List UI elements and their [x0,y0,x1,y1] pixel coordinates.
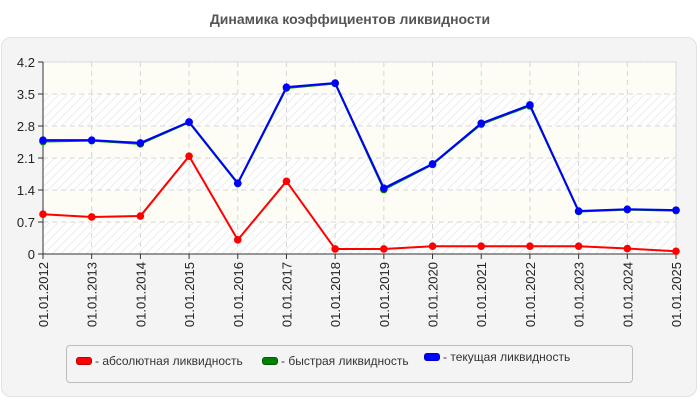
data-point[interactable] [185,118,193,126]
data-point[interactable] [574,207,583,215]
data-point[interactable] [87,213,96,221]
legend-label: - абсолютная ликвидность [95,354,243,368]
x-tick-label: 01.01.2019 [377,262,392,327]
x-tick-label: 01.01.2018 [328,262,343,327]
data-point[interactable] [39,136,47,144]
legend-item-quick-liquidity[interactable]: - быстрая ликвидность [262,354,409,368]
series-line [39,152,680,256]
x-tick-label: 01.01.2020 [426,262,441,327]
legend: - абсолютная ликвидность - быстрая ликви… [66,345,633,383]
data-series [39,79,680,256]
x-tick-label: 01.01.2017 [279,262,294,327]
data-point[interactable] [477,242,486,251]
legend-label: - быстрая ликвидность [281,354,409,368]
x-tick-label: 01.01.2025 [669,262,684,327]
y-tick-label: 0.7 [17,215,35,230]
legend-swatch-green [262,357,278,365]
data-point[interactable] [331,245,339,253]
y-tick-label: 2.1 [17,151,35,166]
data-point[interactable] [428,242,437,251]
legend-swatch-blue [424,353,440,361]
data-point[interactable] [136,212,145,220]
y-tick-label: 0 [28,247,35,262]
data-point[interactable] [87,136,96,144]
data-point[interactable] [574,242,583,251]
x-tick-label: 01.01.2024 [620,262,635,327]
x-tick-label: 01.01.2012 [36,262,51,327]
y-axis-ticks: 0 0.7 1.4 2.1 2.8 3.5 4.2 [17,55,43,262]
data-point[interactable] [623,244,632,253]
chart-title: Динамика коэффициентов ликвидности [209,11,491,27]
data-point[interactable] [39,210,47,219]
legend-swatch-red [76,357,92,365]
y-tick-label: 2.8 [17,119,35,134]
data-point[interactable] [526,242,534,251]
data-point[interactable] [233,179,242,187]
data-point[interactable] [623,205,632,213]
legend-item-absolute-liquidity[interactable]: - абсолютная ликвидность [76,354,243,368]
legend-item-current-liquidity[interactable]: - текущая ликвидность [424,350,570,364]
data-point[interactable] [672,206,680,214]
data-point[interactable] [185,152,193,160]
x-tick-label: 01.01.2013 [85,262,100,327]
data-point[interactable] [672,247,680,256]
x-tick-label: 01.01.2014 [133,262,148,327]
x-tick-label: 01.01.2016 [231,262,246,327]
legend-label: - текущая ликвидность [443,350,571,364]
data-point[interactable] [282,177,291,186]
data-point[interactable] [526,101,534,109]
x-tick-label: 01.01.2022 [523,262,538,327]
data-point[interactable] [331,79,339,87]
data-point[interactable] [380,184,388,192]
data-point[interactable] [428,160,437,168]
data-point[interactable] [282,83,291,91]
data-point[interactable] [477,119,486,128]
data-point[interactable] [136,139,145,147]
y-tick-label: 1.4 [17,183,35,198]
data-point[interactable] [233,236,242,244]
y-tick-label: 4.2 [17,55,35,70]
x-tick-label: 01.01.2015 [182,262,197,327]
series-line [39,79,680,215]
data-point[interactable] [380,245,388,253]
y-tick-label: 3.5 [17,87,35,102]
x-tick-label: 01.01.2023 [572,262,587,327]
gridlines [43,61,677,254]
x-axis-ticks: 01.01.2012 01.01.2013 01.01.2014 01.01.2015… [36,254,684,327]
x-tick-label: 01.01.2021 [474,262,489,327]
